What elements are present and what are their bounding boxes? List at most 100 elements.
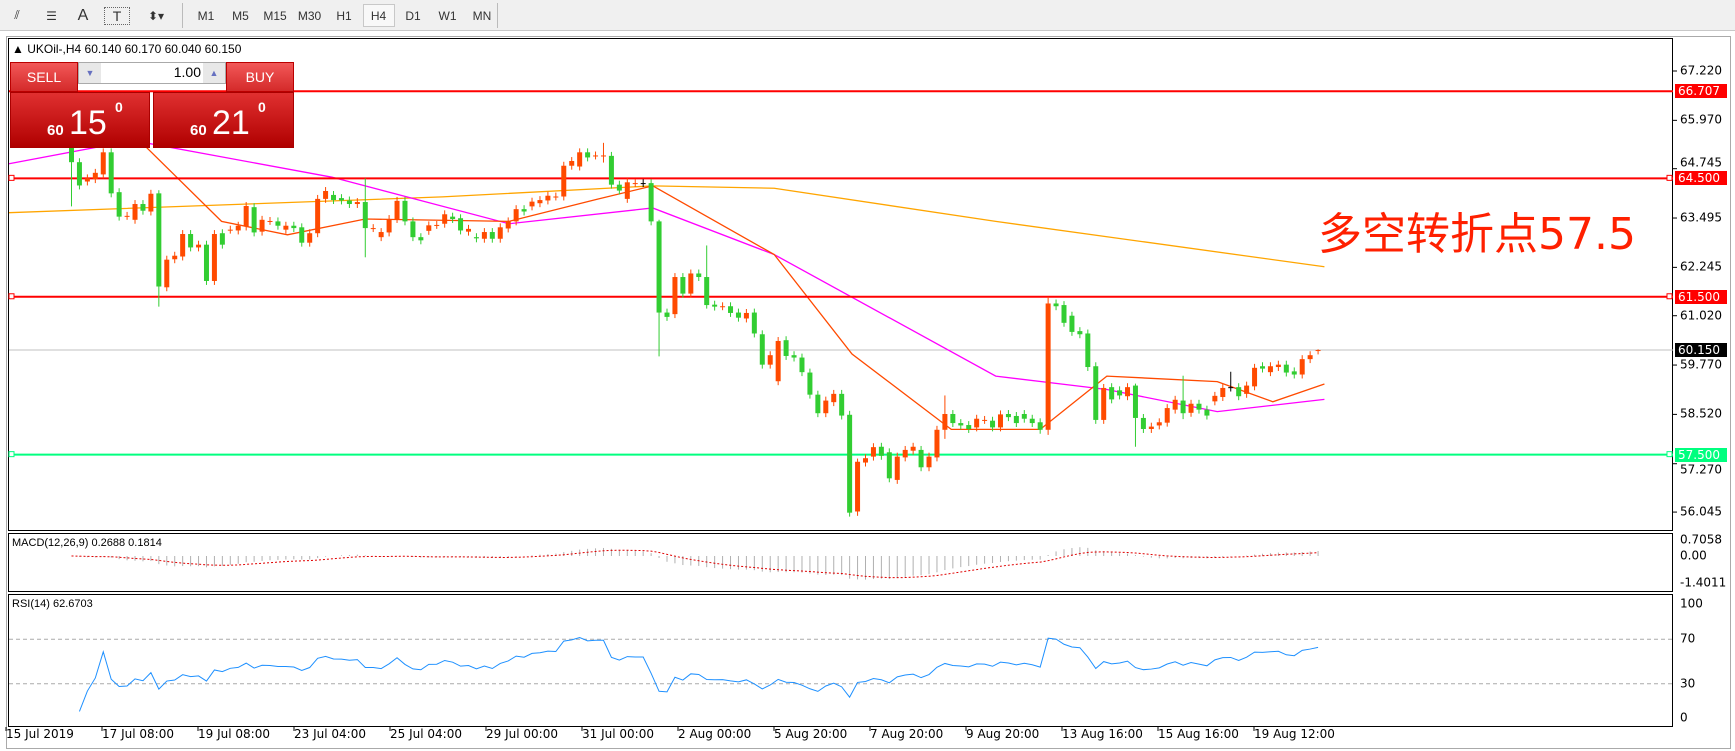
candle-body [156,193,162,287]
candle-body [331,194,337,201]
candle-body [1283,364,1289,373]
candle-body [545,195,551,201]
buy-price-fraction: 0 [258,99,266,115]
candle-body [259,219,265,232]
candle-body [426,225,432,231]
candle-body [188,234,194,248]
symbol-title: ▲ UKOil-,H4 60.140 60.170 60.040 60.150 [12,42,242,56]
candle-body [315,198,321,234]
candle-body [466,228,471,232]
candle-body [1228,387,1234,389]
timeframe-m15[interactable]: M15 [263,8,287,23]
candle-body [1061,305,1067,323]
candle-body [521,209,527,212]
price-axis-label: 58.520 [1680,406,1722,421]
candle-body [473,237,479,239]
sell-price[interactable]: 60 15 0 [10,92,150,148]
candle-body [728,306,734,313]
time-axis-label: 13 Aug 16:00 [1062,727,1143,741]
candle-body [497,227,503,239]
candle-body [69,138,74,163]
level-price-badge: 66.707 [1675,84,1727,99]
candle-body [1101,387,1107,420]
buy-button[interactable]: BUY [226,62,294,92]
buy-price[interactable]: 60 21 0 [153,92,294,148]
candle-body [1029,418,1035,424]
candle-body [418,237,424,241]
candle-body [442,214,448,224]
arrows-icon[interactable]: ⬍▾ [147,8,165,23]
level-price-badge: 57.500 [1675,447,1727,462]
candle-body [1188,403,1194,413]
candle-body [950,413,956,424]
candle-body [1196,403,1202,410]
candle-body [648,183,654,222]
candle-body [664,312,670,317]
candle-body [783,340,789,356]
candle-body [600,155,606,157]
lot-input[interactable]: 1.00 [173,64,201,80]
candle-body [1260,366,1265,369]
candle-body [823,400,829,414]
candle-body [743,312,749,319]
timeframe-m30[interactable]: M30 [297,8,322,23]
timeframe-w1[interactable]: W1 [438,8,457,23]
text-label-icon[interactable]: T [104,7,130,25]
candle-body [1125,387,1131,397]
candle-body [791,355,797,358]
increase-lot-button[interactable]: ▲ [203,63,225,83]
sell-price-prefix: 60 [47,122,64,139]
candle-body [608,155,614,185]
rsi-axis-label: 70 [1680,631,1696,646]
timeframe-m1[interactable]: M1 [197,8,215,23]
candle-body [696,273,702,278]
candle-body [275,221,281,226]
candle-body [346,200,352,205]
candle-body [180,234,186,257]
candle-body [251,207,257,233]
price-axis-label: 65.970 [1680,112,1722,127]
decrease-lot-button[interactable]: ▼ [79,63,101,83]
candle-body [513,209,519,222]
timeframe-h4[interactable]: H4 [362,4,395,27]
candle-body [235,225,241,231]
candle-body [1180,400,1186,414]
buy-price-prefix: 60 [190,122,207,139]
ma-fast-line [138,139,1325,431]
candle-body [100,152,106,175]
candle-body [855,461,861,512]
candle-body [974,418,980,428]
price-chart[interactable] [8,38,1673,531]
candle-body [942,413,948,430]
fibo-fan-icon[interactable]: ☰ [46,8,57,23]
candle-body [489,232,495,239]
timeframe-d1[interactable]: D1 [405,8,421,23]
macd-pane [8,533,1673,592]
candle-body [775,340,781,382]
candle-body [990,420,996,428]
sell-button[interactable]: SELL [10,62,78,92]
level-price-badge: 64.500 [1675,171,1727,186]
candle-body [362,202,368,229]
timeframe-mn[interactable]: MN [472,8,492,23]
candle-body [870,447,876,457]
candle-body [1021,413,1027,419]
candle-body [1093,366,1099,420]
candle-body [172,255,178,260]
timeframe-m5[interactable]: M5 [232,8,249,23]
candle-body [735,312,741,318]
price-axis-label: 56.045 [1680,504,1722,519]
fibo-expansion-icon[interactable]: ⫽ [14,8,20,22]
candle-body [108,152,114,194]
candle-body [934,429,940,458]
time-axis-label: 5 Aug 20:00 [774,727,848,741]
candle-body [902,449,908,458]
timeframe-h1[interactable]: H1 [336,8,352,23]
sell-price-main: 15 [69,104,107,142]
text-icon[interactable]: A [77,6,89,24]
candle-body [807,372,813,395]
level-handle [1666,174,1673,181]
time-axis-label: 7 Aug 20:00 [870,727,944,741]
candle-body [1299,359,1305,375]
candle-body [1085,333,1091,368]
